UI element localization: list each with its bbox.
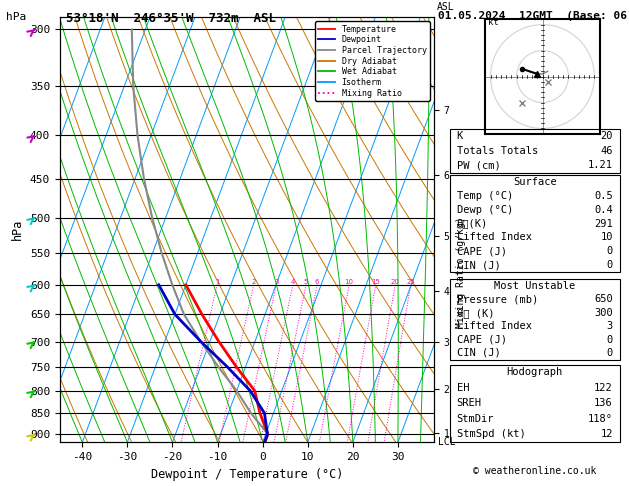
Text: Mixing Ratio (g/kg): Mixing Ratio (g/kg) [456,216,466,328]
Text: Most Unstable: Most Unstable [494,281,576,291]
Text: 1.21: 1.21 [587,160,613,170]
Text: StmDir: StmDir [457,414,494,424]
Text: 0.5: 0.5 [594,191,613,201]
Text: 10: 10 [345,279,353,285]
Text: 118°: 118° [587,414,613,424]
Text: 12: 12 [600,430,613,439]
Legend: Temperature, Dewpoint, Parcel Trajectory, Dry Adiabat, Wet Adiabat, Isotherm, Mi: Temperature, Dewpoint, Parcel Trajectory… [315,21,430,101]
Y-axis label: hPa: hPa [11,219,25,240]
Text: CAPE (J): CAPE (J) [457,334,506,345]
Text: 4: 4 [291,279,295,285]
Text: 0: 0 [606,334,613,345]
Text: θᴄ(K): θᴄ(K) [457,219,487,228]
Text: PW (cm): PW (cm) [457,160,500,170]
Text: km
ASL: km ASL [437,0,455,12]
Text: LCL: LCL [438,437,455,447]
Text: 46: 46 [600,146,613,156]
Text: Lifted Index: Lifted Index [457,232,532,243]
Text: Hodograph: Hodograph [506,367,563,377]
Text: Lifted Index: Lifted Index [457,321,532,331]
Text: 1: 1 [215,279,220,285]
Text: kt: kt [488,17,499,27]
Text: 53°18'N  246°35'W  732m  ASL: 53°18'N 246°35'W 732m ASL [66,12,276,25]
Text: 0: 0 [606,260,613,270]
Text: 20: 20 [600,131,613,141]
Text: CIN (J): CIN (J) [457,348,500,358]
Text: 0.4: 0.4 [594,205,613,215]
Text: CIN (J): CIN (J) [457,260,500,270]
Text: 5: 5 [304,279,308,285]
Text: EH: EH [457,383,469,393]
Text: Pressure (mb): Pressure (mb) [457,295,538,305]
Text: StmSpd (kt): StmSpd (kt) [457,430,525,439]
Text: hPa: hPa [6,12,26,22]
Text: © weatheronline.co.uk: © weatheronline.co.uk [473,466,596,476]
Text: θᴄ (K): θᴄ (K) [457,308,494,318]
Text: 300: 300 [594,308,613,318]
X-axis label: Dewpoint / Temperature (°C): Dewpoint / Temperature (°C) [151,468,343,481]
Text: 25: 25 [406,279,415,285]
Text: 136: 136 [594,399,613,408]
Text: Surface: Surface [513,177,557,187]
Text: 01.05.2024  12GMT  (Base: 06): 01.05.2024 12GMT (Base: 06) [438,11,629,21]
Text: 6: 6 [315,279,320,285]
Text: K: K [457,131,463,141]
Text: 122: 122 [594,383,613,393]
Text: Temp (°C): Temp (°C) [457,191,513,201]
Text: Dewp (°C): Dewp (°C) [457,205,513,215]
Text: Totals Totals: Totals Totals [457,146,538,156]
Text: 0: 0 [606,246,613,256]
Text: 20: 20 [391,279,399,285]
Text: 10: 10 [600,232,613,243]
Text: 3: 3 [274,279,279,285]
Text: 0: 0 [606,348,613,358]
Text: SREH: SREH [457,399,482,408]
Text: 3: 3 [606,321,613,331]
Text: 2: 2 [252,279,256,285]
Text: 291: 291 [594,219,613,228]
Text: CAPE (J): CAPE (J) [457,246,506,256]
Text: 15: 15 [371,279,380,285]
Text: 650: 650 [594,295,613,305]
